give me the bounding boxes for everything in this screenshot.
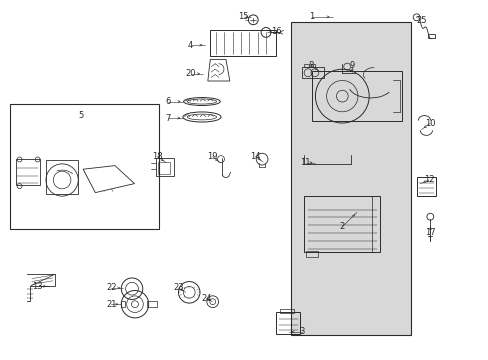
Text: 14: 14 [250,152,261,161]
Text: 24: 24 [201,294,211,303]
Text: 1: 1 [309,12,314,22]
Text: 18: 18 [152,152,163,161]
Bar [16,159,40,185]
Bar [304,64,308,67]
Bar [46,160,78,194]
Text: 13: 13 [32,282,43,291]
Bar [304,196,379,252]
Bar [10,104,159,229]
Polygon shape [83,166,134,193]
Bar [302,67,324,78]
Text: 9: 9 [349,61,354,70]
Text: 3: 3 [299,328,304,336]
Text: 17: 17 [424,228,435,237]
Text: 4: 4 [188,40,193,49]
Text: 12: 12 [423,175,433,184]
Text: 8: 8 [308,61,313,70]
Bar [276,312,299,334]
Polygon shape [207,59,229,81]
Bar [146,301,157,307]
Bar [290,22,410,335]
Text: 10: 10 [424,118,435,127]
Text: 25: 25 [415,16,426,25]
Text: 20: 20 [185,69,196,78]
Text: 6: 6 [165,97,170,106]
Text: 11: 11 [300,158,310,167]
Bar [305,251,317,257]
Bar [121,301,125,307]
Text: 5: 5 [78,111,83,120]
Bar [311,71,402,121]
Text: 2: 2 [339,222,344,231]
Bar [427,34,434,38]
Text: 7: 7 [165,113,170,122]
Bar [279,309,294,313]
Bar [158,162,170,174]
Bar [310,64,315,67]
Bar [155,158,174,176]
Bar [416,177,435,196]
Text: 22: 22 [106,284,117,292]
Text: 15: 15 [238,12,248,22]
Text: 21: 21 [106,300,117,309]
Text: 19: 19 [207,152,218,161]
Bar [210,30,276,56]
Text: 23: 23 [173,284,183,292]
Text: 16: 16 [270,27,281,36]
